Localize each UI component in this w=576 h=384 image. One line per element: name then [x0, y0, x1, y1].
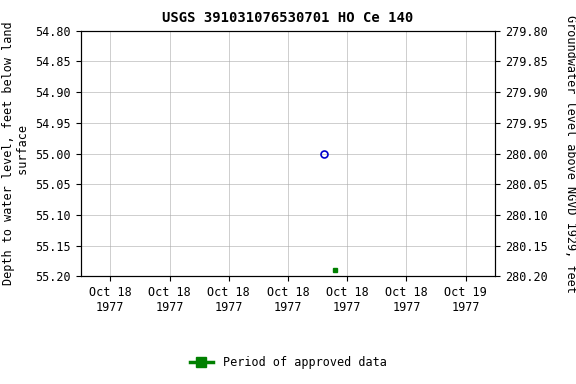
Title: USGS 391031076530701 HO Ce 140: USGS 391031076530701 HO Ce 140 — [162, 12, 414, 25]
Y-axis label: Groundwater level above NGVD 1929, feet: Groundwater level above NGVD 1929, feet — [564, 15, 576, 293]
Legend: Period of approved data: Period of approved data — [185, 351, 391, 374]
Y-axis label: Depth to water level, feet below land
 surface: Depth to water level, feet below land su… — [2, 22, 30, 285]
